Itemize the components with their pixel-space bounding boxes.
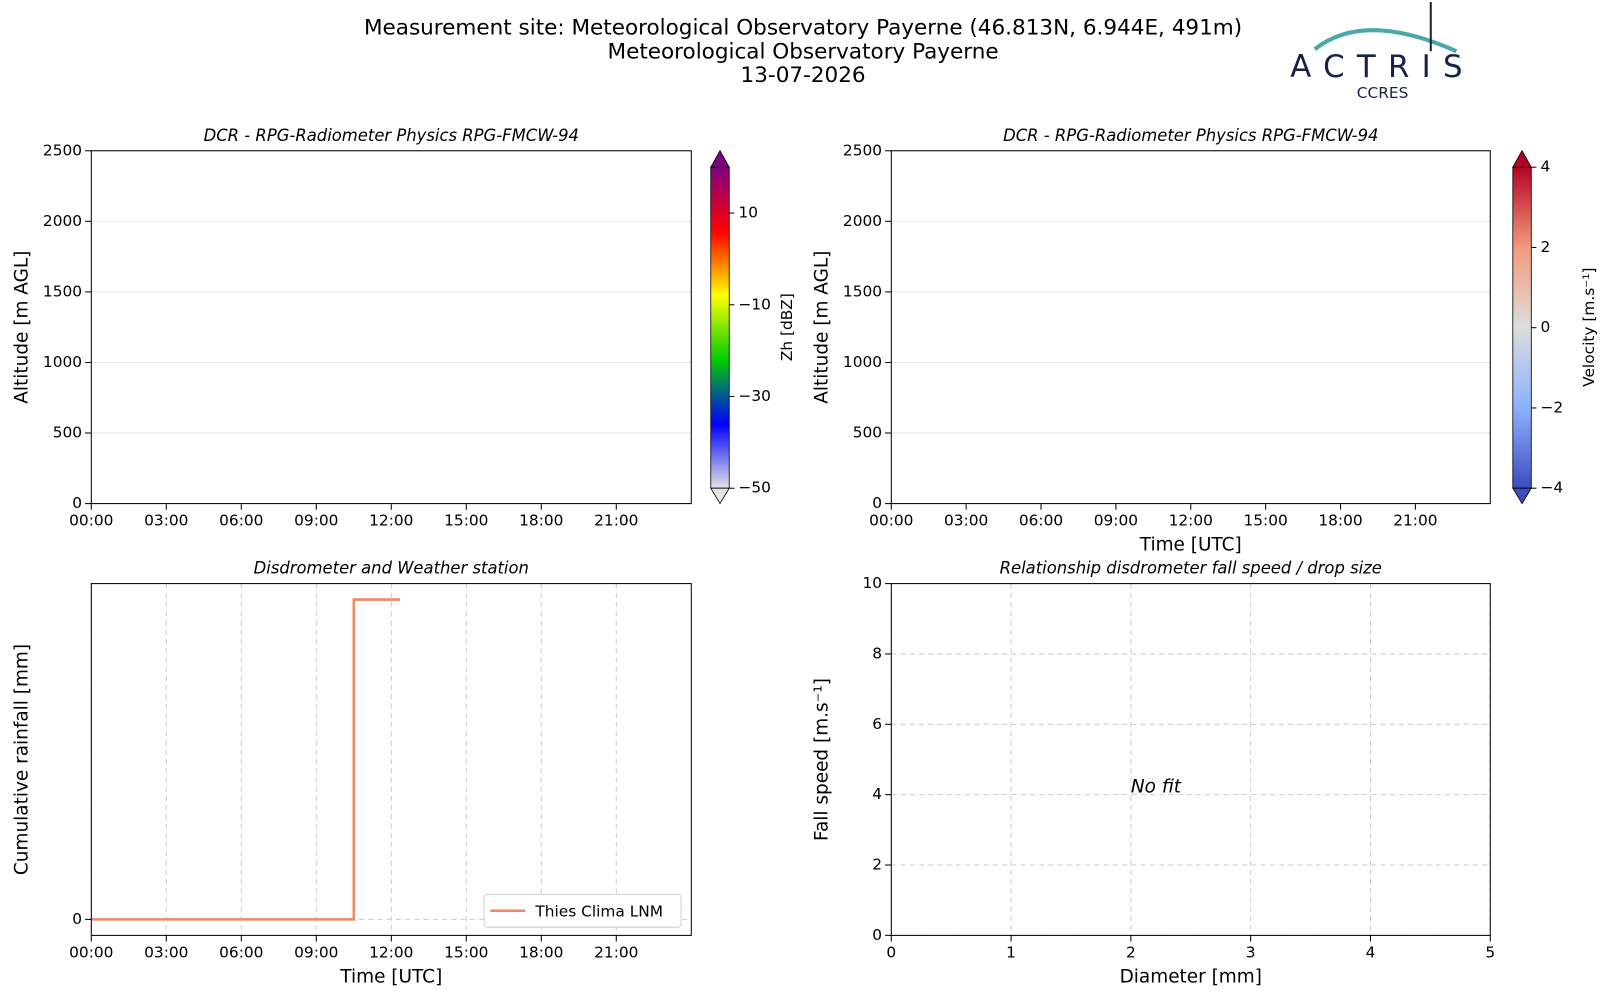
x-tick-label: 12:00 — [369, 943, 413, 961]
line-series — [91, 598, 401, 921]
x-tick-label: 09:00 — [294, 512, 338, 530]
x-tick-label: 03:00 — [944, 512, 988, 530]
axes-frame — [890, 583, 1491, 936]
x-axis-label: Time [UTC] — [339, 966, 442, 987]
colorbar-tick-label: 2 — [1541, 238, 1551, 256]
x-tick-label: 3 — [1246, 943, 1256, 961]
x-tick-label: 00:00 — [69, 512, 113, 530]
y-tick-label: 500 — [853, 424, 882, 442]
colorbar-extend — [710, 149, 730, 168]
logo-subtext: CCRES — [1357, 84, 1409, 102]
colorbar-tick-label: 10 — [738, 204, 758, 222]
x-axis-label: Diameter [mm] — [1120, 966, 1262, 987]
x-tick-label: 03:00 — [144, 943, 188, 961]
logo-text: ACTRIS — [1290, 49, 1475, 85]
header-line: Meteorological Observatory Payerne — [608, 39, 999, 64]
x-tick-label: 09:00 — [294, 943, 338, 961]
y-tick-label: 0 — [72, 910, 82, 928]
y-tick-label: 2500 — [843, 141, 882, 159]
colorbar — [710, 166, 730, 489]
x-tick-label: 0 — [886, 943, 896, 961]
header-line: 13-07-2026 — [741, 63, 866, 88]
x-tick-label: 18:00 — [519, 943, 563, 961]
logo: ACTRIS CCRES — [1290, 2, 1475, 102]
y-tick-label: 0 — [872, 926, 882, 944]
x-tick-label: 03:00 — [144, 512, 188, 530]
colorbar-extend — [1512, 487, 1533, 505]
y-tick-label: 1000 — [43, 353, 82, 371]
x-tick-label: 09:00 — [1094, 512, 1138, 530]
colorbar-extend — [710, 487, 730, 505]
y-axis-label: Altitude [m AGL] — [12, 251, 33, 404]
x-tick-label: 00:00 — [69, 943, 113, 961]
y-tick-label: 2 — [872, 856, 882, 874]
y-tick-label: 2000 — [43, 212, 82, 230]
logo-arc — [1313, 28, 1458, 54]
panel-title: DCR - RPG-Radiometer Physics RPG-FMCW-94 — [1003, 126, 1378, 145]
y-tick-label: 0 — [72, 494, 82, 512]
axes-frame — [90, 150, 692, 505]
header-line: Measurement site: Meteorological Observa… — [364, 16, 1242, 41]
x-tick-label: 15:00 — [444, 512, 488, 530]
y-axis-label: Fall speed [m.s⁻¹] — [812, 678, 833, 841]
y-tick-label: 1000 — [843, 353, 882, 371]
x-tick-label: 12:00 — [1169, 512, 1213, 530]
annotation: No fit — [1131, 777, 1182, 798]
colorbar-tick-label: −50 — [738, 479, 770, 497]
colorbar — [1512, 166, 1532, 489]
colorbar-tick-label: −4 — [1541, 479, 1564, 497]
colorbar-tick-label: −2 — [1541, 398, 1564, 416]
x-tick-label: 06:00 — [1019, 512, 1063, 530]
x-tick-label: 15:00 — [444, 943, 488, 961]
colorbar-extend — [1512, 149, 1532, 168]
panel-title: DCR - RPG-Radiometer Physics RPG-FMCW-94 — [204, 126, 579, 145]
colorbar-tick-label: 4 — [1541, 158, 1551, 176]
x-tick-label: 21:00 — [594, 512, 638, 530]
x-tick-label: 5 — [1485, 943, 1495, 961]
colorbar-label: Zh [dBZ] — [778, 293, 796, 361]
y-axis-label: Cumulative rainfall [mm] — [12, 644, 33, 875]
x-tick-label: 06:00 — [219, 512, 263, 530]
x-tick-label: 18:00 — [519, 512, 563, 530]
x-tick-label: 15:00 — [1243, 512, 1287, 530]
x-tick-label: 21:00 — [594, 943, 638, 961]
y-tick-label: 4 — [872, 785, 882, 803]
y-tick-label: 8 — [872, 644, 882, 662]
panel-title: Relationship disdrometer fall speed / dr… — [1000, 559, 1382, 578]
x-axis-label: Time [UTC] — [1139, 535, 1242, 556]
axes-frame — [90, 583, 692, 936]
y-tick-label: 10 — [862, 574, 882, 592]
y-tick-label: 2500 — [43, 141, 82, 159]
legend-label: Thies Clima LNM — [534, 902, 663, 920]
colorbar-tick-label: 0 — [1541, 318, 1551, 336]
colorbar-label: Velocity [m.s⁻¹] — [1580, 267, 1598, 386]
x-tick-label: 4 — [1366, 943, 1376, 961]
legend-box — [483, 893, 682, 928]
y-axis-label: Altitude [m AGL] — [812, 251, 833, 404]
x-tick-label: 21:00 — [1393, 512, 1437, 530]
x-tick-label: 00:00 — [869, 512, 913, 530]
y-tick-label: 6 — [872, 715, 882, 733]
x-tick-label: 12:00 — [369, 512, 413, 530]
colorbar-tick-label: −30 — [738, 387, 770, 405]
y-tick-label: 1500 — [843, 282, 882, 300]
y-tick-label: 500 — [53, 424, 82, 442]
y-tick-label: 1500 — [43, 282, 82, 300]
y-tick-label: 0 — [872, 494, 882, 512]
x-tick-label: 06:00 — [219, 943, 263, 961]
x-tick-label: 18:00 — [1318, 512, 1362, 530]
y-tick-label: 2000 — [843, 212, 882, 230]
x-tick-label: 1 — [1006, 943, 1016, 961]
colorbar-tick-label: −10 — [738, 295, 770, 313]
x-tick-label: 2 — [1126, 943, 1136, 961]
axes-frame — [890, 150, 1491, 505]
panel-title: Disdrometer and Weather station — [254, 559, 529, 578]
